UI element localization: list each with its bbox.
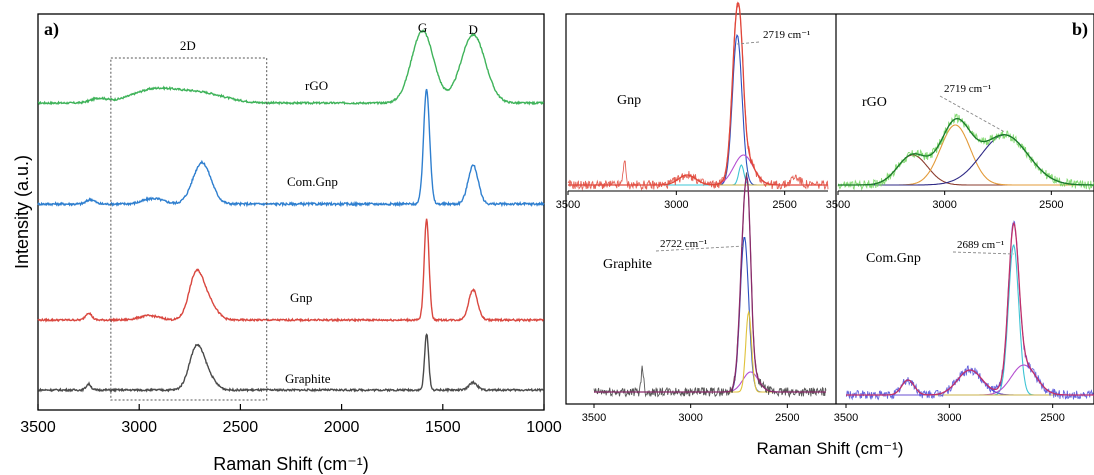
panel-a-frame: [37, 13, 545, 411]
peak-annotation-2d: 2D: [180, 38, 196, 53]
subplot-gnp: 3500 3000 2500 Gnp 2719 cm⁻¹: [556, 1, 829, 211]
peak-position-annotation: 2689 cm⁻¹: [957, 239, 1004, 251]
fit-component-line: [594, 371, 826, 393]
series-label: rGO: [305, 78, 328, 93]
spectrum-line-rgo: [37, 29, 545, 106]
series-label: Graphite: [285, 371, 331, 386]
subplot-sample-label: Com.Gnp: [866, 251, 921, 266]
panel-a-spectra: [37, 29, 545, 394]
peak-position-annotation: 2722 cm⁻¹: [660, 238, 707, 250]
subplot-sample-label: rGO: [862, 95, 887, 110]
spectrum-line-gnp: [37, 218, 544, 323]
subplot-tick-label: 2500: [772, 199, 796, 211]
panel-a-tick-label: 2500: [223, 419, 259, 436]
subplot-tick-label: 3000: [678, 412, 702, 424]
subplot-tick-label: 3000: [664, 199, 688, 211]
cumulative-fit-line: [846, 221, 1094, 396]
panel-b-xlabel: Raman Shift (cm⁻¹): [757, 439, 904, 458]
subplot-sample-label: Gnp: [617, 93, 641, 108]
cumulative-fit-line: [838, 117, 1094, 186]
panel-a: a) Intensity (a.u.) Raman Shift (cm⁻¹) 3…: [12, 13, 562, 474]
subplot-graphite: 3500 3000 2500 Graphite 2722 cm⁻¹: [582, 172, 827, 424]
peak-position-annotation: 2719 cm⁻¹: [763, 29, 810, 41]
fit-component-line: [838, 124, 1094, 186]
cumulative-fit-line: [594, 175, 826, 393]
fit-component-line: [568, 33, 828, 186]
subplot-tick-label: 3500: [556, 199, 580, 211]
panel-a-series-labels: rGO Com.Gnp Gnp Graphite: [285, 78, 338, 386]
panel-a-tick-label: 3000: [121, 419, 157, 436]
subplot-tick-label: 3500: [582, 412, 606, 424]
fit-component-line: [838, 134, 1094, 186]
observed-spectrum-line: [845, 220, 1094, 401]
subplot-tick-label: 3500: [834, 412, 858, 424]
peak-annotation-g: G: [418, 20, 427, 35]
subplot-tick-label: 2500: [775, 412, 799, 424]
spectrum-line-com-gnp: [37, 88, 545, 208]
spectrum-line-graphite: [37, 333, 545, 394]
subplot-tick-label: 3500: [826, 199, 850, 211]
panel-a-tick-label: 3500: [20, 419, 56, 436]
subplot-tick-label: 2500: [1040, 412, 1064, 424]
peak-leader-line: [939, 95, 1005, 133]
peak-annotation-d: D: [468, 22, 477, 37]
2d-region-box: [110, 57, 268, 401]
panel-a-tag: a): [44, 19, 59, 40]
observed-spectrum-line: [593, 172, 827, 399]
series-label: Gnp: [290, 290, 312, 305]
panel-a-tick-label: 1000: [526, 419, 562, 436]
subplot-rgo: 3500 3000 2500 rGO 2719 cm⁻¹: [826, 83, 1094, 211]
peak-leader-line: [737, 41, 760, 45]
panel-a-ylabel: Intensity (a.u.): [12, 155, 32, 269]
peak-leader-line: [952, 251, 1014, 255]
panel-b-subplots: 3500 3000 2500 Gnp 2719 cm⁻¹ 3500 3000 2500 rGO 2…: [556, 1, 1094, 424]
panel-a-x-ticks: 3500 3000 2500 2000 1500 1000: [20, 404, 562, 436]
subplot-sample-label: Graphite: [603, 257, 652, 272]
subplot-tick-label: 3000: [932, 199, 956, 211]
panel-a-xlabel: Raman Shift (cm⁻¹): [213, 454, 369, 474]
series-label: Com.Gnp: [287, 174, 338, 189]
fit-component-line: [846, 369, 1094, 396]
cumulative-fit-line: [568, 1, 828, 186]
panel-a-tick-label: 1500: [425, 419, 461, 436]
panel-b: b) Raman Shift (cm⁻¹) 3500 3000 2500 Gnp 271…: [556, 1, 1094, 458]
panel-b-tag: b): [1072, 19, 1088, 40]
panel-b-frame: [565, 13, 1094, 405]
peak-position-annotation: 2719 cm⁻¹: [944, 83, 991, 95]
subplot-tick-label: 3000: [937, 412, 961, 424]
panel-a-annotations: 2D G D: [110, 20, 478, 401]
fit-component-line: [594, 309, 826, 393]
subplot-tick-label: 2500: [1039, 199, 1063, 211]
panel-a-tick-label: 2000: [324, 419, 360, 436]
subplot-com-gnp: 3500 3000 2500 Com.Gnp 2689 cm⁻¹: [834, 220, 1094, 424]
